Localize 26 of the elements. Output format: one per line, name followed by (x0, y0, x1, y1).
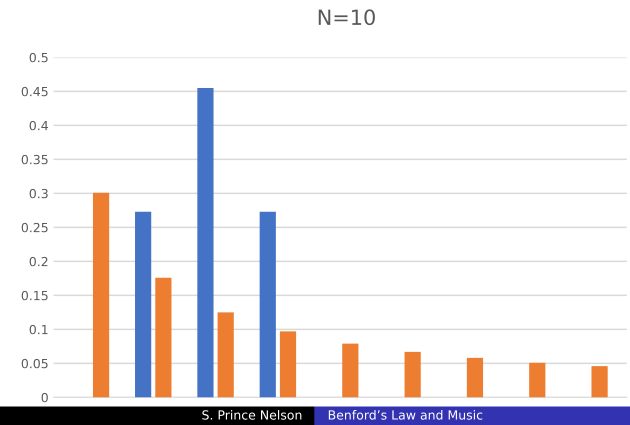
y-tick-label: 0.2 (30, 256, 48, 266)
bar (92, 192, 110, 398)
bar (197, 88, 214, 398)
y-tick-label: 0.45 (22, 86, 48, 96)
bar (260, 212, 276, 398)
text: Benford’s Law and Music (328, 410, 482, 420)
y-tick-label: 0.05 (22, 358, 48, 368)
bar (404, 352, 421, 398)
text: S. Prince Nelson (202, 410, 302, 420)
bar (342, 344, 358, 398)
y-tick-label: 0.3 (30, 188, 48, 198)
y-tick-label: 0.35 (22, 154, 48, 164)
bar (529, 362, 546, 398)
bar (591, 366, 608, 398)
y-tick-label: 0.4 (30, 120, 48, 130)
bar (218, 312, 234, 398)
y-tick-label: 0 (42, 392, 48, 402)
y-tick-label: 0.5 (30, 52, 48, 62)
bar (155, 278, 172, 398)
y-tick-label: 0.15 (22, 290, 48, 300)
bar (280, 331, 296, 398)
chart-title: N=10 (318, 9, 375, 26)
y-tick-label: 0.1 (30, 324, 48, 334)
bar (135, 212, 152, 398)
bar (466, 358, 484, 398)
y-tick-label: 0.25 (22, 222, 48, 232)
